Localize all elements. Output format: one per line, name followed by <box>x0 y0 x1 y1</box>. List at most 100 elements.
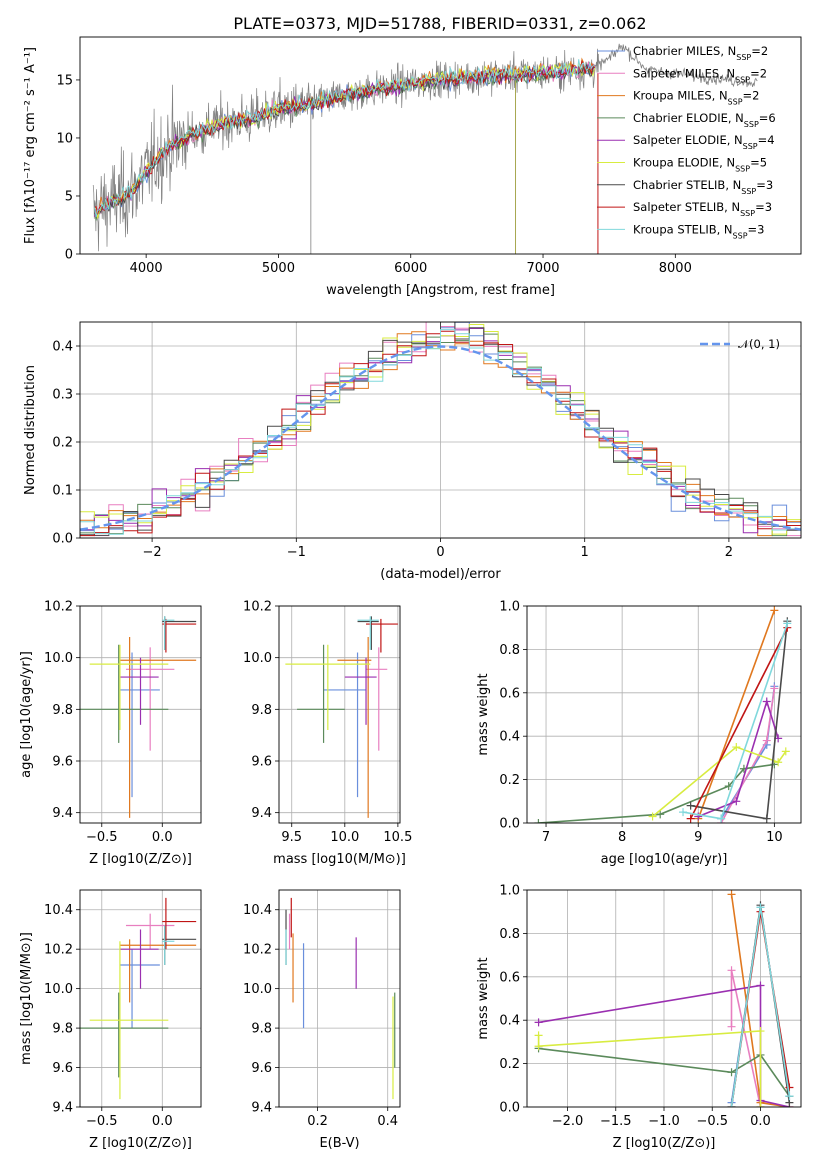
y-tick-label: 0.3 <box>52 388 73 403</box>
plot-area <box>92 43 758 254</box>
y-tick-label: 9.4 <box>251 806 272 821</box>
weight-line-salpeter-stelib <box>689 627 789 820</box>
weight-marker-kroupa-stelib <box>679 808 688 817</box>
observed-spectrum <box>92 48 599 252</box>
panel-8: −2.0 −1.5 −1.0 −0.5 0.0 0.0 0.2 0.4 0.6 0.8 1.0 Z [… <box>476 884 802 1151</box>
x-axis-label: wavelength [Angstrom, rest frame] <box>326 283 555 298</box>
legend-label-chabrier-miles: Chabrier MILES, NSSP=2 <box>633 44 768 62</box>
legend-label-normal: 𝒩(0, 1) <box>738 337 780 351</box>
legend-label-chabrier-stelib: Chabrier STELIB, NSSP=3 <box>633 178 773 196</box>
weight-marker-kroupa-stelib <box>785 1092 794 1101</box>
panel-7: 0.2 0.4 9.4 9.6 9.8 10.0 10.2 10.4 E(B-V) <box>243 889 401 1151</box>
x-tick-label: −1.5 <box>600 1114 632 1129</box>
weight-marker-chabrier-stelib <box>686 801 695 810</box>
model-spectrum-kroupa-stelib <box>94 59 595 218</box>
x-axis-label: mass [log10(M/M⊙)] <box>273 852 406 867</box>
plot-area <box>534 606 792 823</box>
weight-marker-kroupa-stelib <box>783 619 792 628</box>
y-tick-label: 0 <box>65 248 73 263</box>
x-tick-label: −1.0 <box>648 1114 680 1129</box>
legend-label-salpeter-miles: Salpeter MILES, NSSP=2 <box>633 66 767 84</box>
weight-marker-kroupa-stelib <box>717 814 726 823</box>
weight-marker-kroupa-elodie <box>756 1027 765 1036</box>
panel-6: −0.5 0.0 9.4 9.6 9.8 10.0 10.2 10.4 Z [log10(Z/Z… <box>19 889 202 1151</box>
weight-line-chabrier-elodie <box>538 1047 791 1097</box>
y-tick-label: 1.0 <box>499 600 520 615</box>
plot-area <box>285 897 396 1100</box>
y-tick-label: 0.2 <box>499 1057 520 1072</box>
weight-marker-salpeter-elodie <box>762 697 771 706</box>
x-tick-label: 10 <box>766 830 783 845</box>
y-tick-label: 9.4 <box>52 806 73 821</box>
weight-marker-chabrier-elodie <box>727 1068 736 1077</box>
x-tick-label: 5000 <box>262 261 295 276</box>
legend-label-salpeter-elodie: Salpeter ELODIE, NSSP=4 <box>633 133 775 151</box>
y-axis-label: mass weight <box>476 957 491 1039</box>
y-tick-label: 10.0 <box>243 651 272 666</box>
y-tick-label: 0.4 <box>52 340 73 355</box>
x-tick-label: −1 <box>287 545 306 560</box>
weight-marker-kroupa-elodie <box>756 1103 765 1107</box>
y-tick-label: 0.8 <box>499 927 520 942</box>
weight-marker-salpeter-elodie <box>694 812 703 821</box>
y-tick-label: 9.4 <box>52 1101 73 1116</box>
weight-marker-salpeter-elodie <box>756 981 765 990</box>
x-axis-label: Z [log10(Z/Z⊙)] <box>89 852 192 867</box>
y-tick-label: 0.2 <box>52 436 73 451</box>
weight-marker-kroupa-elodie <box>732 743 741 752</box>
y-tick-label: 1.0 <box>499 884 520 899</box>
x-tick-label: 8 <box>618 830 626 845</box>
y-tick-label: 0.4 <box>499 730 520 745</box>
weight-marker-kroupa-elodie <box>534 1042 543 1051</box>
x-tick-label: −0.5 <box>696 1114 728 1129</box>
x-tick-label: 10.5 <box>383 830 412 845</box>
x-axis-label: age [log10(age/yr)] <box>601 852 728 867</box>
axes-frame <box>278 605 401 824</box>
legend-label-kroupa-stelib: Kroupa STELIB, NSSP=3 <box>633 222 764 240</box>
weight-marker-kroupa-stelib <box>727 1103 736 1107</box>
y-tick-label: 0.0 <box>52 532 73 547</box>
y-tick-label: 0.0 <box>499 1101 520 1116</box>
y-tick-label: 0.2 <box>499 773 520 788</box>
x-axis-label: (data-model)/error <box>380 567 501 582</box>
x-tick-label: 4000 <box>130 261 163 276</box>
panel-4: 9.5 10.0 10.5 9.4 9.6 9.8 10.0 10.2 mass [log10(… <box>243 600 412 868</box>
plot-area <box>285 616 398 818</box>
plot-area <box>80 616 197 818</box>
legend-label-kroupa-elodie: Kroupa ELODIE, NSSP=5 <box>633 156 767 174</box>
weight-marker-salpeter-stelib <box>686 814 695 823</box>
weight-marker-kroupa-miles <box>727 890 736 899</box>
axes-frame <box>79 321 802 539</box>
weight-marker-salpeter-miles <box>727 1022 736 1031</box>
x-tick-label: 7 <box>542 830 550 845</box>
weight-marker-salpeter-elodie <box>534 1018 543 1027</box>
y-tick-label: 9.8 <box>52 703 73 718</box>
x-axis-label: Z [log10(Z/Z⊙)] <box>613 1136 716 1151</box>
weight-marker-kroupa-elodie <box>781 747 790 756</box>
y-tick-label: 9.4 <box>251 1101 272 1116</box>
axes-frame <box>278 889 401 1108</box>
x-tick-label: 0 <box>436 545 444 560</box>
y-tick-label: 10.2 <box>243 600 272 615</box>
y-tick-label: 10.4 <box>243 903 272 918</box>
x-tick-label: −2 <box>143 545 162 560</box>
weight-marker-salpeter-stelib <box>785 1083 794 1092</box>
y-axis-label: mass [log10(M/M⊙)] <box>19 932 34 1065</box>
weight-marker-kroupa-stelib <box>756 903 765 912</box>
x-tick-label: 8000 <box>659 261 692 276</box>
y-tick-label: 0.0 <box>499 817 520 832</box>
weight-marker-salpeter-miles <box>727 966 736 975</box>
x-tick-label: 0.0 <box>152 830 173 845</box>
y-tick-label: 10.2 <box>44 943 73 958</box>
y-tick-label: 5 <box>65 189 73 204</box>
x-tick-label: 6000 <box>394 261 427 276</box>
y-tick-label: 9.8 <box>251 1022 272 1037</box>
x-tick-label: 0.4 <box>377 1114 398 1129</box>
weight-marker-kroupa-elodie <box>774 758 783 767</box>
x-tick-label: 1 <box>581 545 589 560</box>
weight-marker-kroupa-elodie <box>648 812 657 821</box>
x-tick-label: 0.0 <box>152 1114 173 1129</box>
weight-marker-chabrier-stelib <box>762 814 771 823</box>
